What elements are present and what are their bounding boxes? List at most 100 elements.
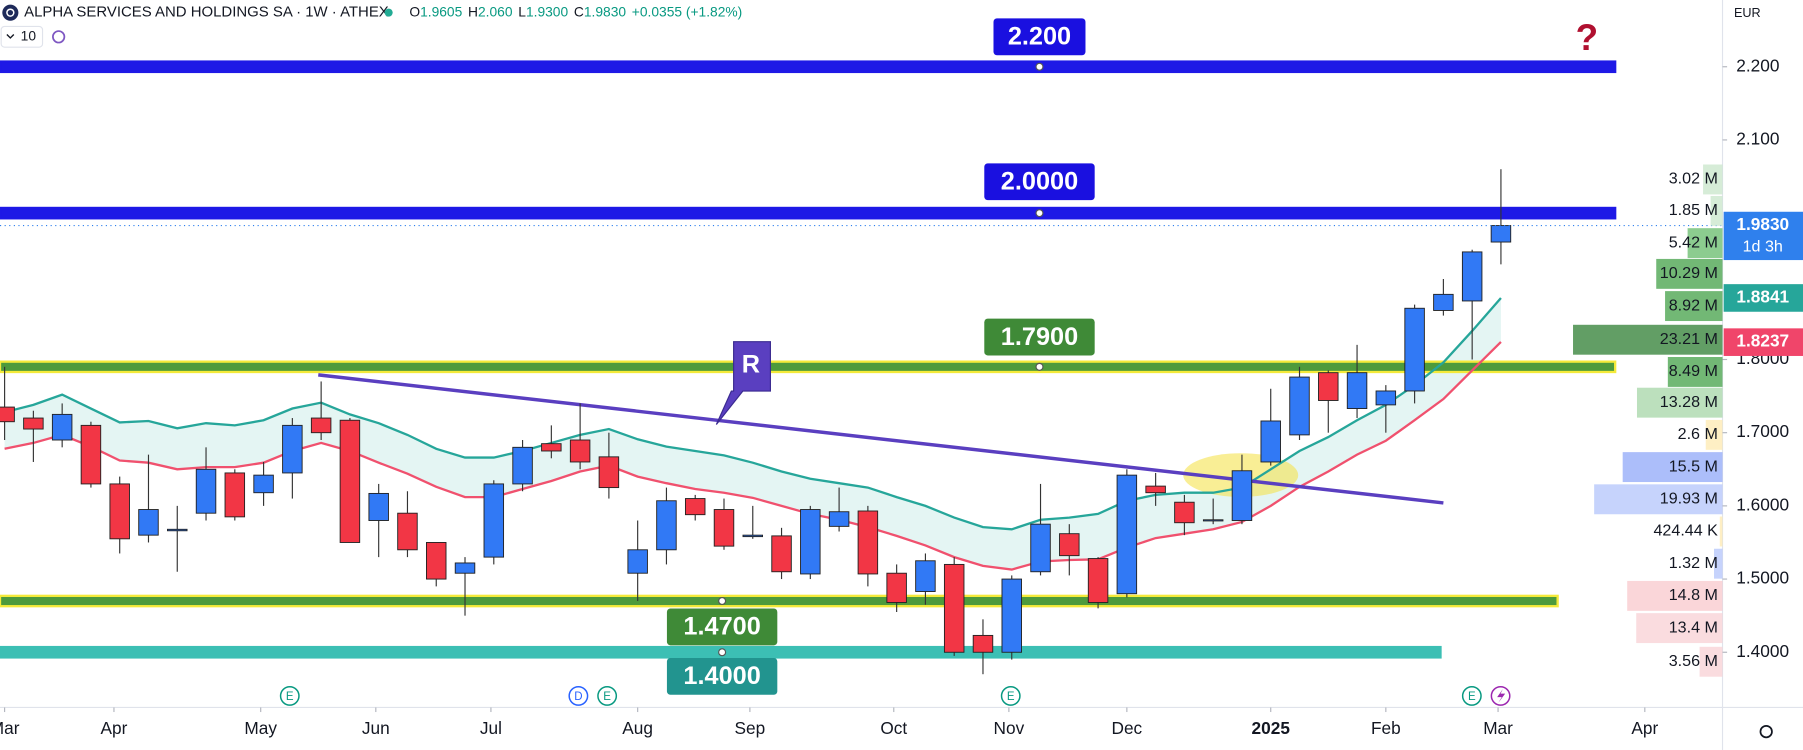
level-band [0, 594, 1559, 608]
level-handle [718, 648, 727, 657]
candle-body [828, 511, 850, 527]
x-tick-label: Jun [362, 718, 390, 738]
level-handle [718, 596, 727, 606]
candle-body [627, 549, 648, 574]
price-label-box [1723, 328, 1803, 356]
candle-body [1202, 519, 1224, 522]
candle-body [1289, 376, 1310, 436]
x-tick-label: Mar [0, 718, 20, 738]
volume-label: 13.4 M [1669, 618, 1718, 636]
logo [2, 4, 19, 21]
candle-body [51, 413, 73, 441]
volume-label: 5.42 M [1669, 233, 1718, 251]
candle-body [742, 534, 764, 538]
candle-body [1145, 485, 1166, 494]
ohlc-value: 1.9300 [526, 4, 569, 19]
event-icon [1000, 685, 1021, 706]
volume-bar [1636, 613, 1723, 644]
candle-body [541, 443, 562, 452]
candle-body [656, 500, 677, 551]
volume-label: 14.8 M [1669, 586, 1718, 604]
candle-body [972, 634, 994, 653]
chevron [6, 34, 15, 39]
price-label: 1.8841 [1736, 287, 1789, 307]
y-tick-label: 1.6000 [1736, 494, 1789, 514]
candle-body [195, 468, 217, 514]
x-tick-label: 2025 [1252, 718, 1291, 738]
event-label: E [603, 691, 611, 703]
event-icon [279, 685, 300, 706]
y-tick-label: 2.100 [1736, 128, 1779, 148]
volume-label: 2.6 M [1678, 425, 1718, 443]
volume-label: 424.44 K [1653, 522, 1718, 540]
candle-body [713, 509, 735, 547]
level-band [0, 60, 1617, 74]
candle-body [224, 472, 246, 518]
level-band [0, 206, 1617, 220]
level-handle [1035, 62, 1044, 71]
price-label: 1.8237 [1736, 331, 1789, 351]
level-label: 2.200 [1008, 23, 1071, 51]
candle-body [454, 562, 476, 574]
ohlc-value: 1.9830 [584, 4, 627, 19]
callout-label: R [742, 350, 760, 378]
x-tick-label: Dec [1112, 718, 1143, 738]
candle-body [886, 572, 907, 603]
candle-body [138, 509, 159, 536]
volume-bar [1703, 164, 1723, 195]
level-label: 1.7900 [1001, 323, 1078, 351]
candle-body [109, 483, 130, 540]
candle-body [1461, 251, 1483, 302]
indicator-count: 10 [21, 28, 37, 43]
candle-body [915, 560, 936, 592]
x-tick-label: Apr [1631, 718, 1658, 738]
candle-body [1490, 225, 1512, 243]
candle-body [1260, 420, 1281, 463]
price-label-sub: 1d 3h [1743, 238, 1783, 256]
level-label: 1.4700 [683, 613, 760, 641]
candle-body [310, 417, 332, 434]
level-label-box [993, 18, 1086, 56]
ohlc-legend: O1.9605 H2.060 L1.9300 C1.9830 +0.0355 (+1.8… [409, 4, 742, 19]
candle-body [80, 424, 102, 485]
y-tick-label: 1.4000 [1736, 641, 1789, 661]
logo-inner [6, 8, 15, 17]
candle-body [800, 509, 821, 575]
candle-body [1001, 578, 1022, 653]
price-label: 1.9830 [1736, 214, 1789, 234]
candle-body [1375, 390, 1397, 406]
candle-body [771, 535, 792, 573]
candle-body [512, 446, 533, 485]
volume-label: 23.21 M [1660, 330, 1718, 348]
candle-body [1174, 501, 1195, 524]
candle-body [368, 492, 389, 521]
candle-body [1231, 470, 1253, 521]
x-tick-label: Mar [1483, 718, 1513, 738]
event-label: E [1007, 691, 1015, 703]
candle-body [167, 528, 188, 532]
volume-bar [1719, 516, 1723, 547]
indicator-toggle [0, 25, 44, 48]
ohlc-key: C [574, 4, 584, 19]
event-label: D [574, 691, 582, 703]
volume-bar [1714, 548, 1723, 579]
ohlc-key: H [468, 4, 478, 19]
status-dot [384, 8, 393, 17]
level-label-box [984, 318, 1095, 356]
volume-bar [1687, 228, 1723, 259]
candle-body [1433, 293, 1454, 311]
x-tick-label: Oct [880, 718, 907, 738]
candle-body [943, 563, 965, 653]
candle-body [1346, 372, 1368, 409]
volume-label: 13.28 M [1660, 393, 1718, 411]
x-tick-label: Aug [622, 718, 653, 738]
candle-body [397, 512, 418, 551]
volume-bar [1573, 324, 1723, 355]
volume-bar [1636, 387, 1723, 418]
x-tick-label: Nov [994, 718, 1025, 738]
volume-bar [1705, 419, 1723, 450]
volume-bar [1710, 195, 1723, 226]
candle-body [684, 498, 706, 516]
candle-body [483, 483, 505, 558]
